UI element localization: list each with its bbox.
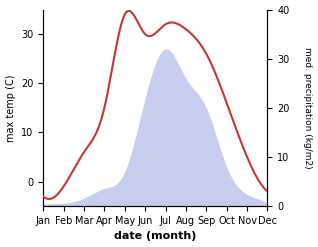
Y-axis label: max temp (C): max temp (C) [5,74,16,142]
Y-axis label: med. precipitation (kg/m2): med. precipitation (kg/m2) [303,47,313,169]
X-axis label: date (month): date (month) [114,231,197,242]
